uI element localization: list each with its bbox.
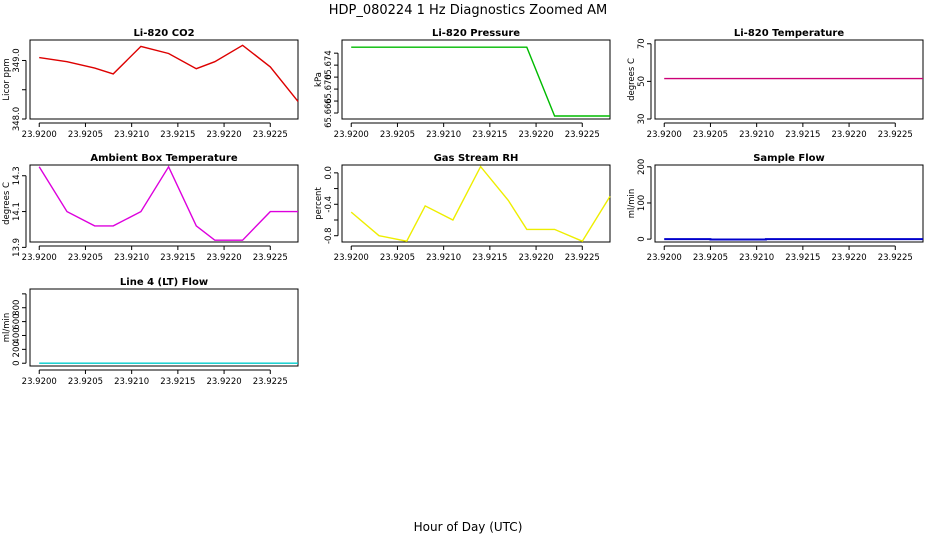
plot-frame [30,289,298,366]
panel-title: Li-820 Pressure [432,28,520,39]
y-axis-label: Licor ppm [2,58,12,100]
x-tick-label: 23.9225 [565,253,600,263]
y-tick-label: 70 [637,38,647,49]
plot-frame [655,165,923,242]
x-tick-label: 23.9215 [160,377,195,387]
y-axis-label: ml/min [627,189,637,219]
x-tick-label: 23.9220 [831,253,866,263]
x-tick-label: 23.9200 [334,130,369,140]
x-tick-label: 23.9210 [426,130,461,140]
x-tick-label: 23.9215 [785,253,820,263]
y-axis-label: percent [314,187,324,220]
x-tick-label: 23.9200 [647,253,682,263]
x-tick-label: 23.9200 [22,130,57,140]
x-tick-label: 23.9225 [253,377,288,387]
panel-title: Ambient Box Temperature [90,153,237,164]
x-tick-label: 23.9205 [68,253,103,263]
y-tick-label: 14.3 [12,166,22,185]
chart-panel: Gas Stream RH percent 23.9200 23.9205 23.921… [314,153,610,263]
plot-frame [655,40,923,119]
series-line [351,167,610,242]
x-tick-label: 23.9205 [68,130,103,140]
x-tick-label: 23.9215 [472,253,507,263]
chart-panel: Li-820 Temperature degrees C 23.9200 23.920… [627,28,923,140]
x-tick-label: 23.9225 [878,253,913,263]
x-tick-label: 23.9210 [739,253,774,263]
x-tick-label: 23.9220 [206,130,241,140]
x-tick-label: 23.9210 [739,130,774,140]
x-tick-label: 23.9205 [380,130,415,140]
page-title: HDP_080224 1 Hz Diagnostics Zoomed AM [329,3,608,18]
x-tick-label: 23.9220 [206,253,241,263]
x-tick-label: 23.9210 [114,377,149,387]
y-tick-label: -0.4 [324,196,334,213]
y-axis-label: ml/min [2,313,12,343]
x-tick-label: 23.9225 [253,130,288,140]
y-tick-label: 13.9 [12,238,22,257]
x-tick-label: 23.9225 [878,130,913,140]
series-line [39,45,298,101]
x-tick-label: 23.9215 [160,130,195,140]
chart-panel: Li-820 CO2 Licor ppm 23.9200 23.9205 23.9210… [2,28,298,140]
y-axis-label: degrees C [2,182,12,225]
x-tick-label: 23.9220 [831,130,866,140]
panel-title: Gas Stream RH [434,153,519,164]
chart-panel: Ambient Box Temperature degrees C 23.9200 2… [2,153,298,263]
chart-panel: Sample Flow ml/min 23.9200 23.9205 23.9210 23… [627,153,923,263]
x-tick-label: 23.9225 [565,130,600,140]
x-axis-label: Hour of Day (UTC) [414,520,523,534]
x-tick-label: 23.9200 [334,253,369,263]
x-tick-label: 23.9200 [22,377,57,387]
x-tick-label: 23.9200 [647,130,682,140]
y-tick-label: 100 [637,195,647,211]
y-tick-label: -0.8 [324,227,334,244]
chart-panels: Li-820 CO2 Licor ppm 23.9200 23.9205 23.9210… [2,28,923,387]
y-tick-label: 0 [637,236,647,241]
x-tick-label: 23.9205 [693,130,728,140]
x-tick-label: 23.9205 [693,253,728,263]
x-tick-label: 23.9220 [206,377,241,387]
y-axis-label: kPa [314,72,324,87]
series-line [39,167,298,240]
x-tick-label: 23.9205 [380,253,415,263]
y-tick-label: 14.1 [12,202,22,221]
x-tick-label: 23.9220 [518,130,553,140]
y-axis-label: degrees C [627,58,637,101]
panel-title: Line 4 (LT) Flow [120,277,208,288]
x-tick-label: 23.9200 [22,253,57,263]
y-tick-label: 348.0 [12,107,22,131]
y-tick-label: 800 [12,300,22,316]
chart-panel: Line 4 (LT) Flow ml/min 23.9200 23.9205 23.9… [2,277,298,387]
x-tick-label: 23.9205 [68,377,103,387]
y-tick-label: 0 [12,361,22,366]
x-tick-label: 23.9215 [160,253,195,263]
y-tick-label: 30 [637,114,647,125]
panel-title: Sample Flow [753,153,825,164]
x-tick-label: 23.9225 [253,253,288,263]
series-line [351,47,610,116]
chart-panel: Li-820 Pressure kPa 23.9200 23.9205 23.9210 2… [314,28,610,140]
y-tick-label: 50 [637,76,647,87]
x-tick-label: 23.9215 [785,130,820,140]
y-tick-label: 65.674 [324,50,334,80]
x-tick-label: 23.9215 [472,130,507,140]
panel-title: Li-820 CO2 [133,28,194,39]
y-tick-label: 200 [637,159,647,175]
y-tick-label: 0.0 [324,166,334,180]
y-tick-label: 349.0 [12,48,22,72]
panel-title: Li-820 Temperature [734,28,844,39]
x-tick-label: 23.9210 [426,253,461,263]
x-tick-label: 23.9210 [114,253,149,263]
plot-frame [342,40,610,119]
plot-frame [30,165,298,242]
x-tick-label: 23.9220 [518,253,553,263]
x-tick-label: 23.9210 [114,130,149,140]
